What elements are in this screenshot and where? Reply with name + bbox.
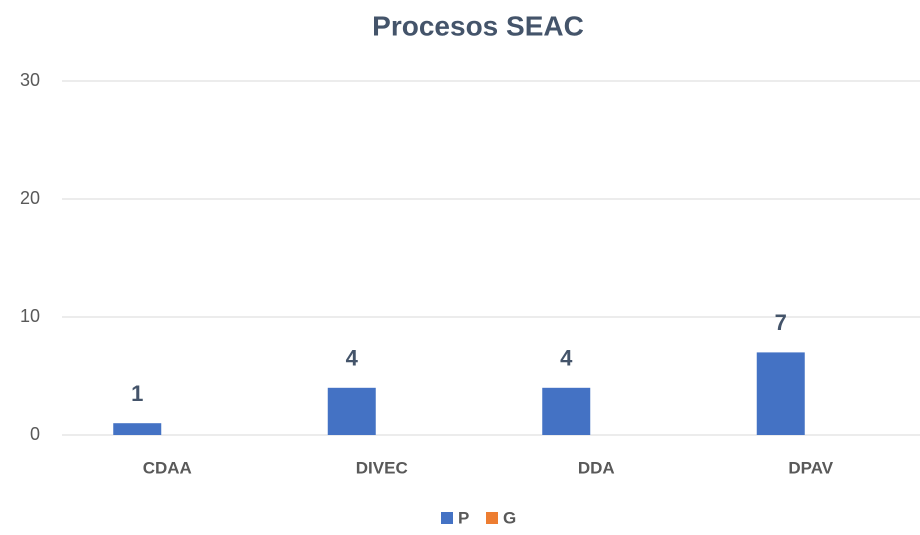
x-tick-label: DIVEC [356, 458, 408, 477]
bar [113, 423, 162, 435]
x-tick-label: DDA [578, 458, 615, 477]
y-tick-label: 20 [20, 188, 40, 208]
x-tick-label: CDAA [143, 458, 192, 477]
y-tick-label: 10 [20, 306, 40, 326]
bar [756, 352, 805, 435]
bar [327, 387, 376, 435]
legend-label: P [458, 508, 469, 527]
data-label: 7 [775, 310, 787, 335]
legend-swatch [486, 512, 498, 524]
legend-swatch [441, 512, 453, 524]
x-tick-label: DPAV [788, 458, 833, 477]
legend-label: G [503, 508, 516, 527]
data-label: 1 [131, 381, 143, 406]
y-tick-label: 0 [30, 424, 40, 444]
bar [542, 387, 591, 435]
data-label: 4 [560, 346, 573, 371]
y-tick-label: 30 [20, 70, 40, 90]
chart-title: Procesos SEAC [372, 10, 584, 41]
data-label: 4 [346, 346, 359, 371]
